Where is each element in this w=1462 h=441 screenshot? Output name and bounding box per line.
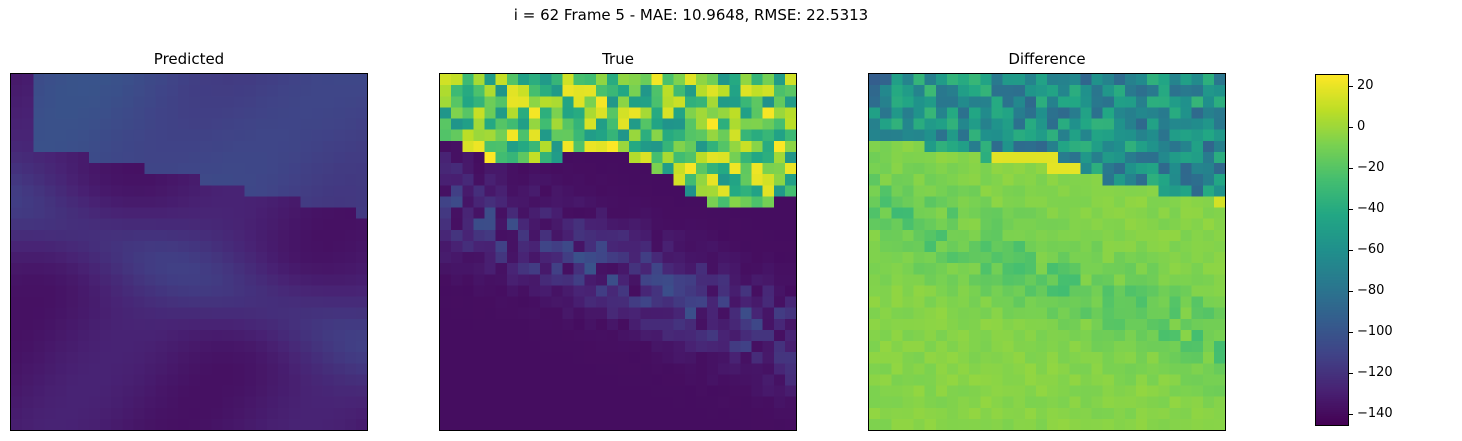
panel-title-predicted: Predicted	[153, 50, 225, 68]
heatmap-difference	[868, 73, 1226, 431]
colorbar-tick-label: −100	[1357, 323, 1393, 339]
colorbar-ticks: 20 0 −20 −40 −60 −80 −100 −120 −140	[1348, 74, 1458, 426]
panel-title-difference: Difference	[1008, 50, 1086, 68]
heatmap-true	[439, 73, 797, 431]
figure-title: i = 62 Frame 5 - MAE: 10.9648, RMSE: 22.…	[513, 6, 869, 24]
colorbar-tick-mark	[1348, 372, 1353, 374]
colorbar-tick-label: −20	[1357, 160, 1385, 176]
colorbar-tick-label: −40	[1357, 201, 1385, 217]
colorbar-tick-label: 0	[1357, 119, 1366, 135]
colorbar-tick-mark	[1348, 290, 1353, 292]
colorbar-tick-label: −140	[1357, 405, 1393, 421]
heatmap-predicted-canvas	[11, 74, 367, 430]
colorbar-tick-mark	[1348, 331, 1353, 333]
colorbar-tick-label: −60	[1357, 242, 1385, 257]
colorbar-tick-mark	[1348, 127, 1353, 129]
colorbar-tick-label: −80	[1357, 282, 1385, 298]
heatmap-difference-canvas	[869, 74, 1225, 430]
colorbar-tick-label: 20	[1357, 78, 1374, 94]
colorbar	[1315, 74, 1349, 426]
colorbar-tick-label: −120	[1357, 364, 1393, 380]
colorbar-tick-mark	[1348, 250, 1353, 251]
colorbar-gradient	[1316, 75, 1348, 425]
panel-title-true: True	[602, 50, 634, 68]
colorbar-tick-mark	[1348, 168, 1353, 170]
colorbar-tick-mark	[1348, 209, 1353, 211]
colorbar-tick-mark	[1348, 413, 1353, 415]
heatmap-true-canvas	[440, 74, 796, 430]
colorbar-tick-mark	[1348, 86, 1353, 88]
heatmap-predicted	[10, 73, 368, 431]
